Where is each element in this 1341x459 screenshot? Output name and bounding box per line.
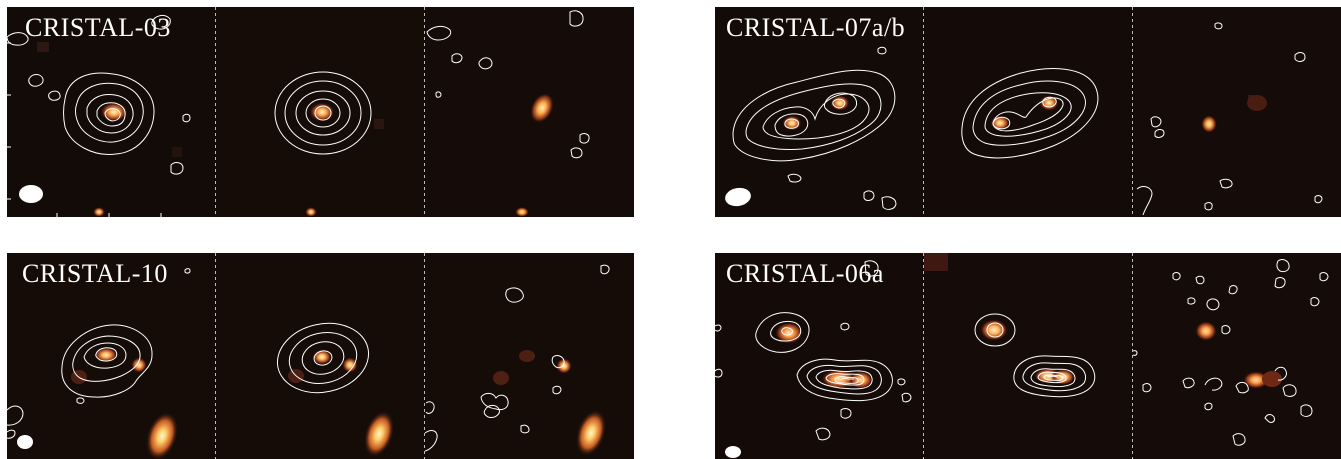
cristal-07ab-optical-map [1133,7,1341,217]
cristal-10-panel: CRISTAL-10 [7,253,634,459]
moment-map-image [715,7,923,217]
cristal-07ab-continuum-map [924,7,1132,217]
moment-map-image [7,253,215,459]
beam-ellipse-icon [19,185,43,203]
panel-divider [424,7,425,217]
continuum-map-image [216,7,424,217]
beam-ellipse-icon [725,187,751,207]
panel-divider [215,253,216,459]
cristal-10-continuum-map [216,253,424,459]
cristal-06a-moment-map [715,253,923,459]
cristal-03-optical-map [425,7,633,217]
cristal-10-optical-map [425,253,633,459]
panel-title: CRISTAL-10 [22,259,168,288]
cristal-07ab-panel: CRISTAL-07a/b [715,7,1341,217]
cristal-06a-panel: CRISTAL-06a [715,253,1341,459]
cristal-07ab-moment-map [715,7,923,217]
cristal-03-moment-map [7,7,215,217]
moment-map-image [7,7,215,217]
panel-title: CRISTAL-07a/b [726,13,906,42]
cristal-06a-continuum-map [924,253,1132,459]
panel-divider [1132,253,1133,459]
continuum-map-image [924,7,1132,217]
cristal-10-moment-map [7,253,215,459]
panel-divider [923,7,924,217]
beam-ellipse-icon [725,446,741,458]
cristal-03-panel: CRISTAL-03 [7,7,634,217]
panel-divider [923,253,924,459]
cristal-03-continuum-map [216,7,424,217]
continuum-map-image [924,253,1132,459]
beam-ellipse-icon [17,435,33,449]
optical-map-image [1133,7,1341,217]
optical-map-image [425,253,633,459]
moment-map-image [715,253,923,459]
panel-title: CRISTAL-03 [25,13,171,42]
continuum-map-image [216,253,424,459]
cristal-06a-optical-map [1133,253,1341,459]
panel-divider [215,7,216,217]
optical-map-image [425,7,633,217]
panel-divider [1132,7,1133,217]
panel-title: CRISTAL-06a [726,259,884,288]
optical-map-image [1133,253,1341,459]
panel-divider [424,253,425,459]
